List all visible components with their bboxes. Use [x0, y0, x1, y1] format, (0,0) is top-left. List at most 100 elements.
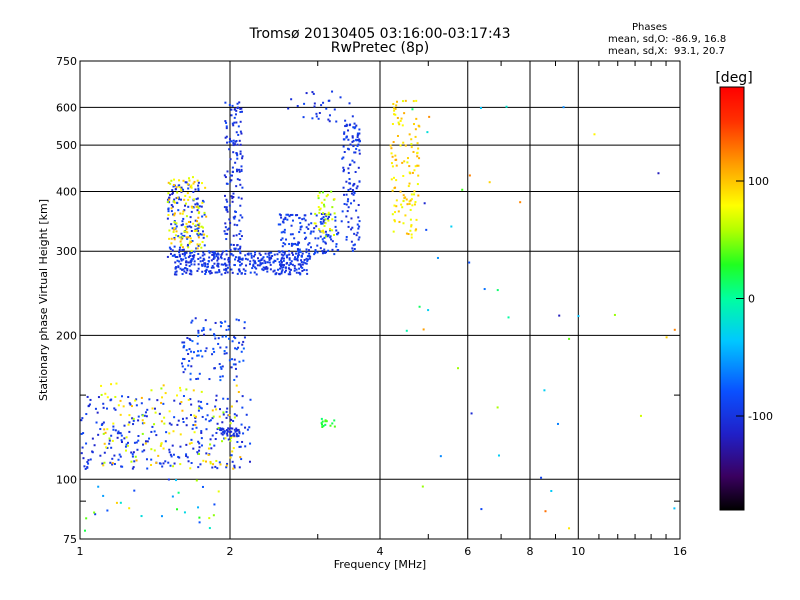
data-point [240, 107, 243, 110]
data-point [219, 366, 222, 369]
data-point [343, 193, 346, 196]
data-point [160, 401, 163, 404]
data-point [230, 179, 233, 182]
x-tick-label: 2 [227, 545, 234, 558]
data-point [412, 123, 415, 126]
data-point [327, 249, 330, 252]
data-point [203, 333, 206, 336]
data-point [215, 431, 218, 434]
data-point [406, 203, 409, 206]
data-point [298, 241, 301, 244]
data-point [208, 517, 211, 520]
data-point [298, 267, 301, 270]
data-point [280, 238, 283, 241]
data-point [115, 501, 118, 504]
data-point [240, 110, 243, 113]
data-point [358, 138, 361, 141]
data-point [155, 434, 158, 437]
data-point [144, 442, 147, 445]
data-point [225, 249, 228, 252]
data-point [137, 415, 140, 418]
data-point [106, 428, 109, 431]
data-point [347, 167, 350, 170]
data-point [80, 419, 83, 422]
data-point [195, 224, 198, 227]
data-point [274, 273, 277, 276]
data-point [439, 455, 442, 458]
data-point [224, 120, 227, 123]
data-point [135, 459, 138, 462]
data-point [166, 198, 169, 201]
data-point [218, 427, 221, 430]
phase-stats-o-mode: mean, sd,O: -86.9, 16.8 [608, 34, 727, 45]
data-point [160, 442, 163, 445]
data-point [174, 255, 177, 258]
data-point [353, 122, 356, 125]
data-point [197, 212, 200, 215]
data-point [322, 251, 325, 254]
data-point [170, 204, 173, 207]
data-point [351, 247, 354, 250]
data-point [329, 424, 332, 427]
data-point [196, 202, 199, 205]
data-point [87, 404, 90, 407]
data-point [333, 419, 336, 422]
data-point [129, 403, 132, 406]
data-point [135, 404, 138, 407]
data-point [197, 181, 200, 184]
data-point [215, 459, 218, 462]
data-point [221, 427, 224, 430]
data-point [217, 257, 220, 260]
data-point [324, 222, 327, 225]
data-point [150, 389, 153, 392]
data-point [317, 237, 320, 240]
data-point [228, 428, 231, 431]
data-point [241, 257, 244, 260]
data-point [170, 179, 173, 182]
data-point [428, 115, 431, 118]
data-point [307, 223, 310, 226]
data-point [323, 225, 326, 228]
data-point [197, 440, 200, 443]
data-point [225, 328, 228, 331]
data-point [313, 105, 316, 108]
data-point [185, 271, 188, 274]
data-point [347, 225, 350, 228]
data-point [128, 414, 131, 417]
data-point [335, 229, 338, 232]
data-point [235, 318, 238, 321]
data-point [238, 466, 241, 469]
data-point [102, 432, 105, 435]
data-point [155, 461, 158, 464]
data-point [168, 432, 171, 435]
data-point [189, 372, 192, 375]
data-point [201, 264, 204, 267]
data-point [189, 398, 192, 401]
data-point [408, 182, 411, 185]
data-point [132, 466, 135, 469]
data-point [289, 268, 292, 271]
data-point [198, 405, 201, 408]
data-point [577, 315, 580, 318]
data-point [195, 198, 198, 201]
data-point [132, 451, 135, 454]
data-point [352, 144, 355, 147]
data-point [168, 193, 171, 196]
data-point [226, 397, 229, 400]
data-point [299, 263, 302, 266]
data-point [396, 116, 399, 119]
data-point [414, 201, 417, 204]
data-point [343, 138, 346, 141]
data-point [170, 210, 173, 213]
data-point [410, 143, 413, 146]
data-point [239, 230, 242, 233]
data-point [299, 250, 302, 253]
data-point [223, 352, 226, 355]
plot-frame [79, 60, 681, 540]
data-point [311, 117, 314, 120]
data-point [232, 192, 235, 195]
data-point [289, 273, 292, 276]
data-point [393, 219, 396, 222]
data-point [231, 122, 234, 125]
data-point [166, 200, 169, 203]
